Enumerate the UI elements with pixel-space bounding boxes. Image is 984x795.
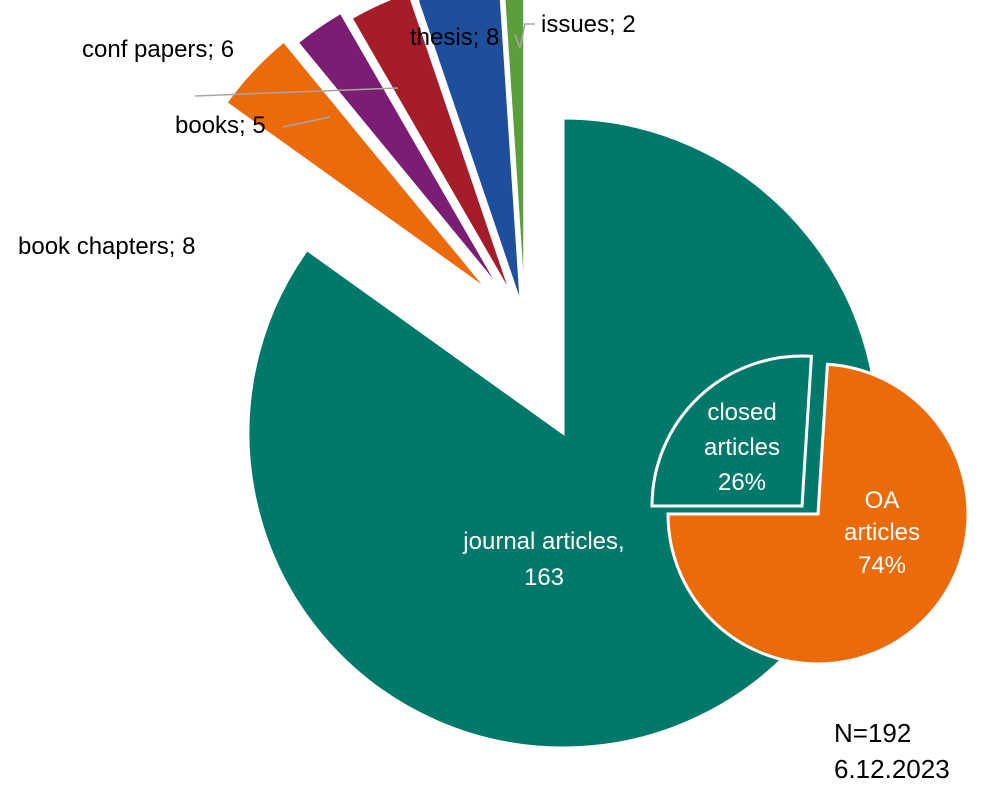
label-closed-line2: articles: [704, 434, 780, 461]
slice-book-chapters: [223, 38, 492, 294]
annotation-n: N=192: [834, 718, 911, 748]
annotation-date: 6.12.2023: [834, 754, 950, 784]
leader-conf-papers: [194, 87, 399, 97]
sub-slice-closed-articles: [650, 354, 814, 508]
label-thesis: thesis; 8: [410, 24, 499, 51]
label-issues: issues; 2: [541, 11, 636, 38]
label-journal-articles: journal articles,: [462, 528, 624, 555]
slice-thesis: [415, 0, 523, 308]
label-oa-line1: OA: [865, 487, 900, 514]
slice-issues: [502, 0, 527, 318]
leader-lines: [194, 23, 535, 128]
leader-thesis: [514, 34, 521, 49]
slice-conf-papers: [348, 0, 515, 301]
label-oa-percent: 74%: [858, 552, 906, 579]
sub-pie-slices: [650, 354, 970, 666]
label-oa-line2: articles: [844, 519, 920, 546]
leader-issues: [519, 23, 535, 49]
label-book-chapters: book chapters; 8: [18, 233, 195, 260]
slice-books: [295, 10, 505, 295]
label-conf-papers: conf papers; 6: [82, 36, 234, 63]
label-closed-line1: closed: [707, 399, 776, 426]
sub-slice-oa-articles: [666, 362, 970, 666]
label-closed-percent: 26%: [718, 469, 766, 496]
label-books: books; 5: [175, 112, 266, 139]
label-journal-articles-value: 163: [524, 564, 564, 591]
leader-books: [282, 116, 331, 128]
